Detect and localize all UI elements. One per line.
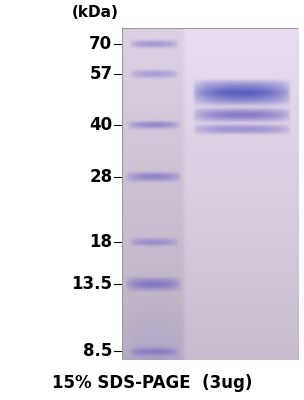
Text: 40: 40 — [89, 116, 112, 134]
Text: 28: 28 — [89, 168, 112, 186]
Text: 13.5: 13.5 — [71, 275, 112, 293]
Text: 18: 18 — [89, 233, 112, 251]
Text: 15% SDS-PAGE  (3ug): 15% SDS-PAGE (3ug) — [52, 374, 252, 392]
Text: 57: 57 — [89, 65, 112, 83]
Text: 8.5: 8.5 — [83, 342, 112, 360]
Text: 70: 70 — [89, 35, 112, 53]
Text: (kDa): (kDa) — [72, 5, 119, 20]
